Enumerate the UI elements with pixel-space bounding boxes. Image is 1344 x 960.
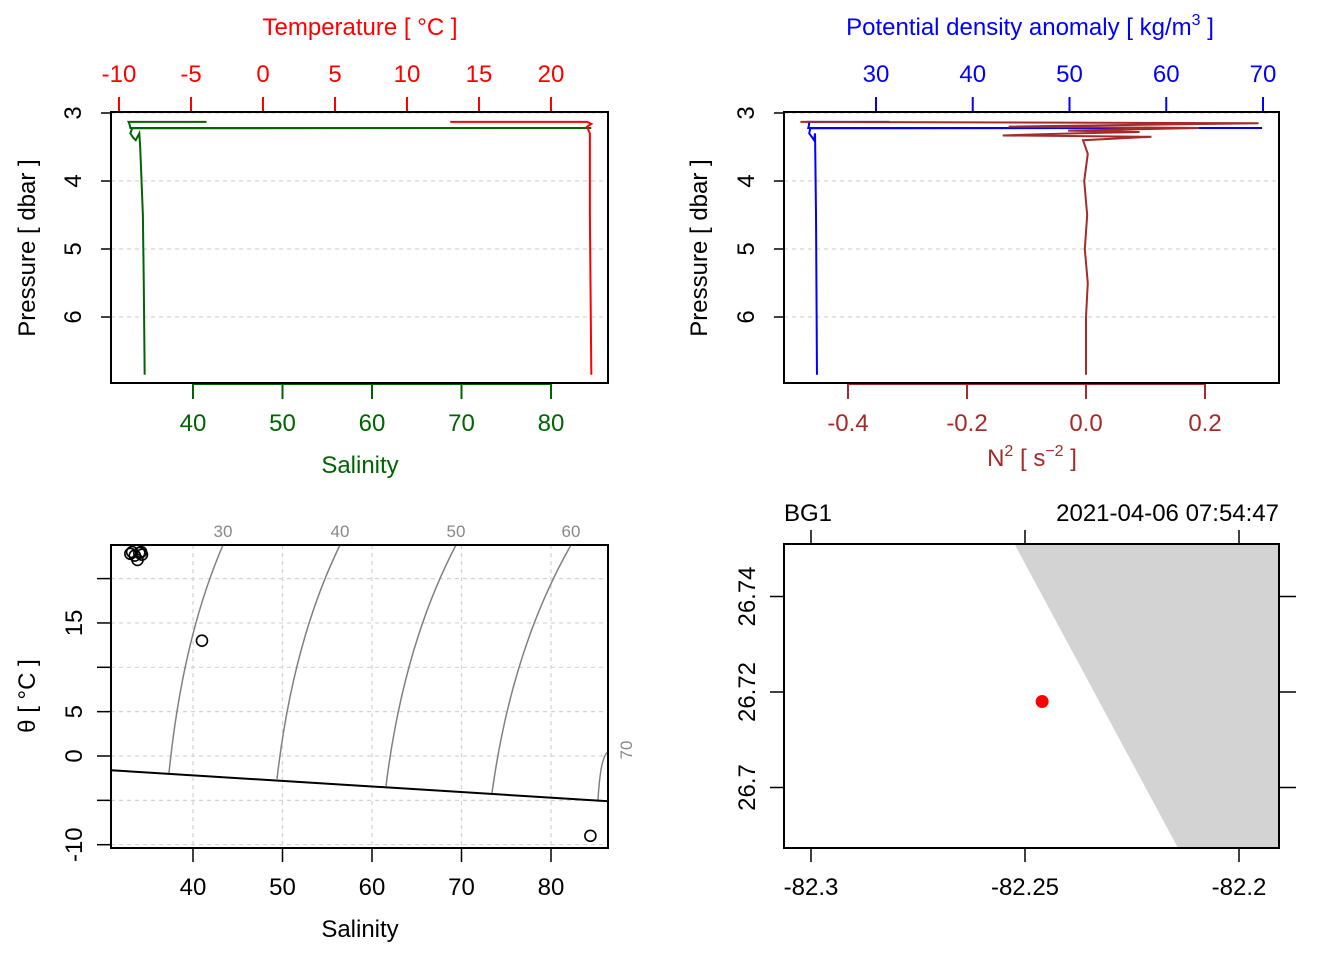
x-tick-label: 80 bbox=[538, 874, 565, 901]
y-tick-label: 4 bbox=[733, 174, 760, 187]
salinity-profile-line bbox=[127, 120, 592, 375]
station-datetime: 2021-04-06 07:54:47 bbox=[1056, 500, 1279, 527]
temperature-profile-line bbox=[450, 120, 594, 375]
panel-salinity-temperature: Temperature [ °C ] Salinity Pressure [ d… bbox=[14, 14, 609, 479]
density-tick-label: 70 bbox=[1250, 61, 1277, 88]
y-tick-label: 5 bbox=[61, 705, 88, 718]
isopycnal-label: 50 bbox=[447, 522, 466, 541]
temperature-axis-title: Temperature [ °C ] bbox=[263, 14, 458, 41]
isopycnal-line bbox=[597, 751, 609, 801]
density-tick-label: 30 bbox=[863, 61, 890, 88]
x-tick-label: 60 bbox=[359, 874, 386, 901]
isopycnal-line bbox=[168, 544, 224, 774]
station-name: BG1 bbox=[784, 500, 832, 527]
y-tick-label: 6 bbox=[733, 310, 760, 323]
freezing-point-line bbox=[110, 769, 609, 803]
density-tick-label: 40 bbox=[959, 61, 986, 88]
temperature-tick-label: 10 bbox=[394, 61, 421, 88]
x-tick-label: 70 bbox=[448, 874, 475, 901]
temperature-tick-label: -10 bbox=[102, 61, 137, 88]
plot-frame bbox=[110, 111, 609, 384]
n2-tick-label: 0.2 bbox=[1188, 410, 1221, 437]
y-tick-label: 3 bbox=[733, 106, 760, 119]
plot-frame bbox=[783, 543, 1280, 849]
panel-station-map: BG1 2021-04-06 07:54:47 -82.3 -82.25 -82.2… bbox=[734, 500, 1296, 901]
isopycnal-label: 30 bbox=[214, 522, 233, 541]
density-tick-label: 50 bbox=[1056, 61, 1083, 88]
salinity-tick-label: 70 bbox=[448, 410, 475, 437]
density-tick-label: 60 bbox=[1153, 61, 1180, 88]
y-tick-label: 3 bbox=[60, 106, 87, 119]
y-tick-label: 6 bbox=[60, 310, 87, 323]
theta-axis-title: θ [ °C ] bbox=[14, 659, 41, 733]
n2-tick-label: -0.4 bbox=[827, 410, 868, 437]
isopycnal-line bbox=[385, 544, 457, 787]
coastline-land bbox=[1015, 545, 1279, 848]
salinity-tick-label: 80 bbox=[538, 410, 565, 437]
longitude-tick-label: -82.25 bbox=[991, 874, 1059, 901]
n2-profile-line bbox=[800, 120, 1259, 375]
n2-tick-label: -0.2 bbox=[946, 410, 987, 437]
panel-ts-diagram: Salinity θ [ °C ] 40 50 60 70 80 -10 0 5 15 30 40 5… bbox=[14, 522, 636, 943]
y-tick-label: 5 bbox=[733, 242, 760, 255]
x-tick-label: 50 bbox=[269, 874, 296, 901]
ts-salinity-axis-title: Salinity bbox=[321, 916, 398, 943]
latitude-tick-label: 26.74 bbox=[734, 566, 761, 626]
station-marker bbox=[1035, 695, 1049, 709]
isopycnal-line bbox=[491, 544, 572, 794]
plot-frame bbox=[110, 544, 609, 849]
pressure-axis-title: Pressure [ dbar ] bbox=[14, 159, 41, 336]
salinity-axis-title: Salinity bbox=[321, 452, 398, 479]
ts-data-point bbox=[195, 634, 209, 647]
y-tick-label: 5 bbox=[60, 242, 87, 255]
y-tick-label: 15 bbox=[61, 610, 88, 637]
ts-data-point bbox=[584, 829, 597, 843]
isopycnal-line bbox=[276, 544, 341, 780]
salinity-tick-label: 40 bbox=[180, 410, 207, 437]
n2-axis-title: N2 [ s−2 ] bbox=[987, 443, 1077, 472]
longitude-tick-label: -82.2 bbox=[1212, 874, 1267, 901]
temperature-tick-label: -5 bbox=[180, 61, 201, 88]
isopycnal-label: 40 bbox=[331, 522, 350, 541]
density-profile-line bbox=[806, 120, 1263, 375]
isopycnal-label: 60 bbox=[562, 522, 581, 541]
panel-density-n2: Potential density anomaly [ kg/m3 ] N2 [… bbox=[686, 12, 1280, 472]
n2-tick-label: 0.0 bbox=[1069, 410, 1102, 437]
density-axis-title: Potential density anomaly [ kg/m3 ] bbox=[846, 12, 1214, 41]
plot-frame bbox=[783, 111, 1280, 384]
latitude-tick-label: 26.72 bbox=[734, 662, 761, 722]
ts-data-point bbox=[134, 545, 148, 559]
x-tick-label: 40 bbox=[180, 874, 207, 901]
salinity-tick-label: 50 bbox=[269, 410, 296, 437]
ts-data-point bbox=[125, 545, 139, 559]
temperature-tick-label: 5 bbox=[328, 61, 341, 88]
pressure-axis-title: Pressure [ dbar ] bbox=[686, 159, 713, 336]
longitude-tick-label: -82.3 bbox=[784, 874, 839, 901]
temperature-tick-label: 20 bbox=[538, 61, 565, 88]
y-tick-label: -10 bbox=[61, 827, 88, 862]
y-tick-label: 4 bbox=[60, 174, 87, 187]
latitude-tick-label: 26.7 bbox=[734, 764, 761, 811]
isopycnal-label: 70 bbox=[617, 741, 636, 760]
temperature-tick-label: 0 bbox=[256, 61, 269, 88]
y-tick-label: 0 bbox=[61, 749, 88, 762]
salinity-tick-label: 60 bbox=[359, 410, 386, 437]
temperature-tick-label: 15 bbox=[466, 61, 493, 88]
